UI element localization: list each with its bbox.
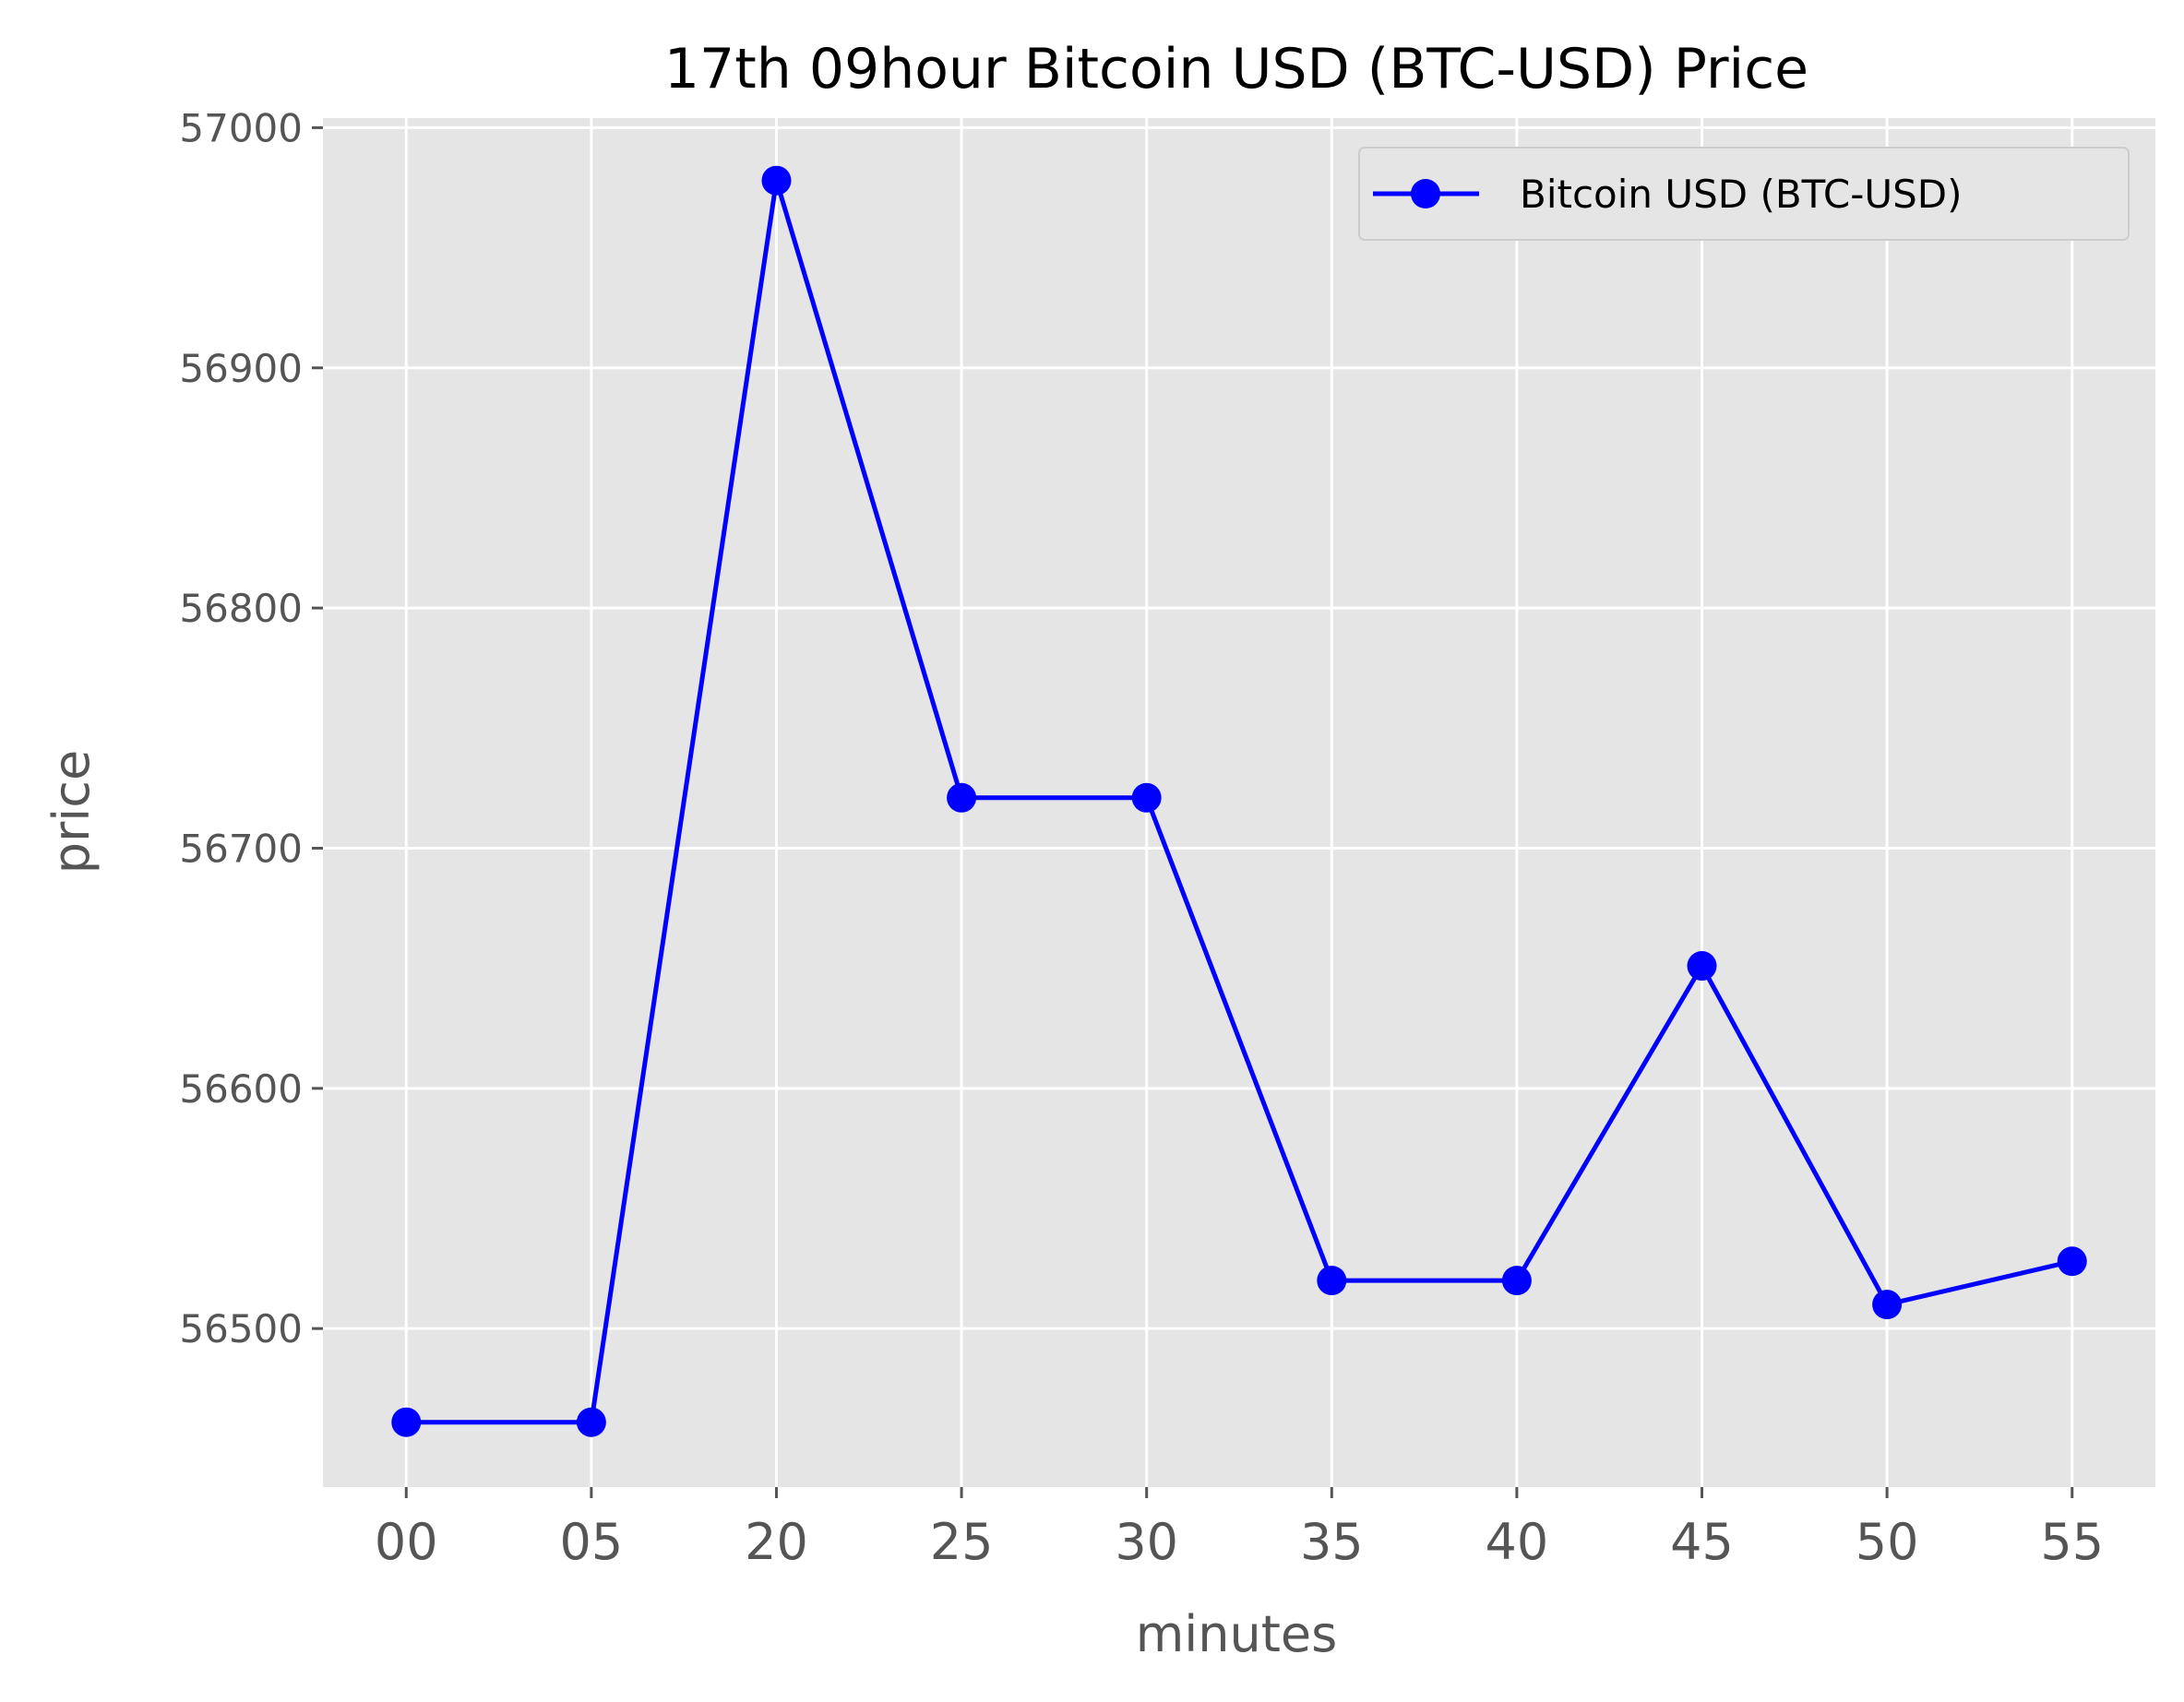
x-tick-label: 40 bbox=[1486, 1513, 1549, 1571]
data-point-marker bbox=[1131, 782, 1162, 813]
plot-area bbox=[323, 118, 2155, 1487]
x-tick-label: 35 bbox=[1300, 1513, 1364, 1571]
y-tick-label: 56500 bbox=[179, 1306, 303, 1351]
data-point-marker bbox=[2057, 1246, 2087, 1277]
data-point-marker bbox=[1872, 1290, 1903, 1320]
chart-title: 17th 09hour Bitcoin USD (BTC-USD) Price bbox=[664, 37, 1808, 101]
y-tick-label: 57000 bbox=[179, 105, 303, 150]
x-tick-label: 25 bbox=[930, 1513, 994, 1571]
x-tick-label: 30 bbox=[1115, 1513, 1178, 1571]
data-point-marker bbox=[391, 1407, 422, 1437]
y-tick-label: 56600 bbox=[179, 1066, 303, 1112]
legend: Bitcoin USD (BTC-USD) bbox=[1358, 147, 2130, 241]
x-tick-label: 20 bbox=[745, 1513, 808, 1571]
data-point-marker bbox=[1501, 1266, 1532, 1296]
data-point-marker bbox=[576, 1407, 606, 1437]
data-point-marker bbox=[1687, 951, 1717, 982]
x-tick-label: 45 bbox=[1670, 1513, 1734, 1571]
y-tick-label: 56700 bbox=[179, 826, 303, 871]
x-tick-label: 50 bbox=[1856, 1513, 1919, 1571]
legend-marker-icon bbox=[1411, 179, 1440, 208]
y-tick-label: 56800 bbox=[179, 586, 303, 631]
data-point-marker bbox=[1317, 1266, 1347, 1296]
axis-ticks: 56500 56600 56700 56800 56900 57000 00 05 20 25 30… bbox=[179, 105, 2104, 1571]
series-line bbox=[406, 178, 2073, 1425]
x-tick-label: 05 bbox=[560, 1513, 624, 1571]
legend-label: Bitcoin USD (BTC-USD) bbox=[1520, 172, 1962, 217]
x-tick-label: 55 bbox=[2040, 1513, 2104, 1571]
y-tick-label: 56900 bbox=[179, 346, 303, 391]
legend-box bbox=[1358, 147, 2130, 241]
x-axis-label: minutes bbox=[1136, 1605, 1338, 1663]
series-layer bbox=[391, 165, 2087, 1437]
data-point-marker bbox=[761, 165, 792, 196]
data-point-marker bbox=[947, 782, 977, 813]
y-axis-label: price bbox=[42, 750, 101, 874]
x-tick-label: 00 bbox=[375, 1513, 438, 1571]
